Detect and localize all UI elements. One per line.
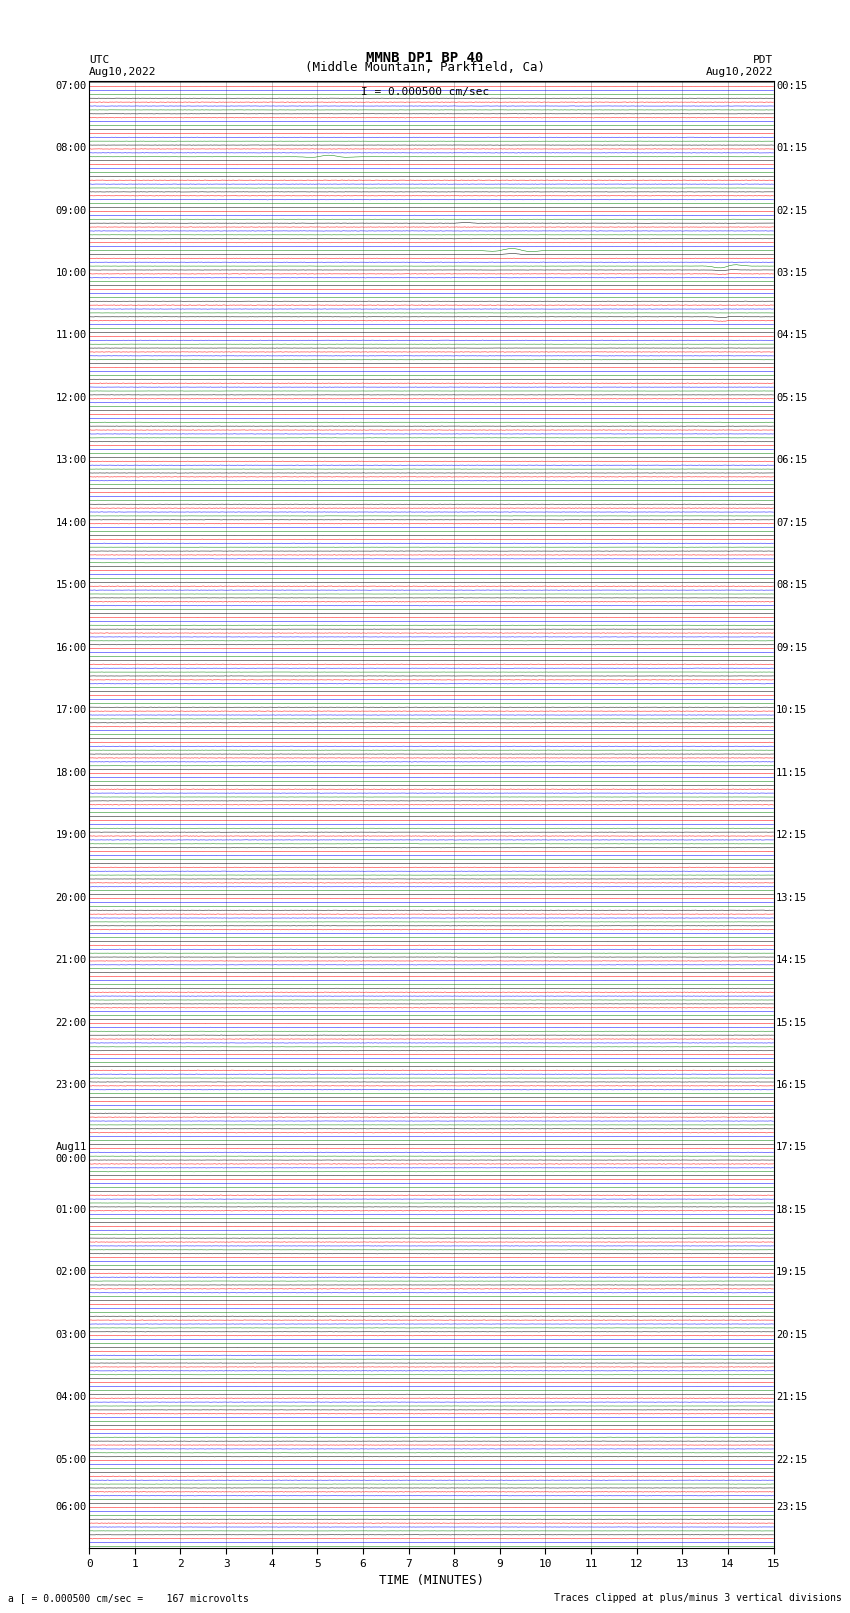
Text: 12:15: 12:15 [776, 831, 808, 840]
Text: 10:00: 10:00 [55, 268, 87, 277]
Text: 06:00: 06:00 [55, 1502, 87, 1511]
Text: 06:15: 06:15 [776, 455, 808, 466]
Text: 16:15: 16:15 [776, 1081, 808, 1090]
Text: 19:15: 19:15 [776, 1268, 808, 1277]
Text: 03:15: 03:15 [776, 268, 808, 277]
Text: 13:15: 13:15 [776, 892, 808, 903]
Text: UTC: UTC [89, 55, 110, 65]
Text: 14:00: 14:00 [55, 518, 87, 527]
Text: (Middle Mountain, Parkfield, Ca): (Middle Mountain, Parkfield, Ca) [305, 61, 545, 74]
Text: 09:15: 09:15 [776, 644, 808, 653]
Text: 05:00: 05:00 [55, 1455, 87, 1465]
Text: 19:00: 19:00 [55, 831, 87, 840]
Text: 11:00: 11:00 [55, 331, 87, 340]
Text: Aug11
00:00: Aug11 00:00 [55, 1142, 87, 1165]
Text: Traces clipped at plus/minus 3 vertical divisions: Traces clipped at plus/minus 3 vertical … [553, 1594, 842, 1603]
Text: 07:15: 07:15 [776, 518, 808, 527]
Text: I = 0.000500 cm/sec: I = 0.000500 cm/sec [361, 87, 489, 97]
Text: Aug10,2022: Aug10,2022 [706, 68, 774, 77]
Text: 20:15: 20:15 [776, 1329, 808, 1340]
Text: 03:00: 03:00 [55, 1329, 87, 1340]
X-axis label: TIME (MINUTES): TIME (MINUTES) [379, 1574, 484, 1587]
Text: 01:00: 01:00 [55, 1205, 87, 1215]
Text: 09:00: 09:00 [55, 205, 87, 216]
Text: 04:15: 04:15 [776, 331, 808, 340]
Text: 05:15: 05:15 [776, 394, 808, 403]
Text: 18:00: 18:00 [55, 768, 87, 777]
Text: 21:00: 21:00 [55, 955, 87, 965]
Text: 08:00: 08:00 [55, 144, 87, 153]
Text: 22:15: 22:15 [776, 1455, 808, 1465]
Text: 07:00: 07:00 [55, 81, 87, 90]
Text: 21:15: 21:15 [776, 1392, 808, 1402]
Text: 14:15: 14:15 [776, 955, 808, 965]
Text: 17:15: 17:15 [776, 1142, 808, 1152]
Text: 22:00: 22:00 [55, 1018, 87, 1027]
Text: 15:00: 15:00 [55, 581, 87, 590]
Text: 16:00: 16:00 [55, 644, 87, 653]
Text: 11:15: 11:15 [776, 768, 808, 777]
Text: 15:15: 15:15 [776, 1018, 808, 1027]
Text: 01:15: 01:15 [776, 144, 808, 153]
Text: 02:00: 02:00 [55, 1268, 87, 1277]
Text: MMNB DP1 BP 40: MMNB DP1 BP 40 [366, 50, 484, 65]
Text: Aug10,2022: Aug10,2022 [89, 68, 156, 77]
Text: PDT: PDT [753, 55, 774, 65]
Text: 08:15: 08:15 [776, 581, 808, 590]
Text: 20:00: 20:00 [55, 892, 87, 903]
Text: 17:00: 17:00 [55, 705, 87, 715]
Text: 18:15: 18:15 [776, 1205, 808, 1215]
Text: 13:00: 13:00 [55, 455, 87, 466]
Text: 02:15: 02:15 [776, 205, 808, 216]
Text: 00:15: 00:15 [776, 81, 808, 90]
Text: 10:15: 10:15 [776, 705, 808, 715]
Text: 23:00: 23:00 [55, 1081, 87, 1090]
Text: a [ = 0.000500 cm/sec =    167 microvolts: a [ = 0.000500 cm/sec = 167 microvolts [8, 1594, 249, 1603]
Text: 23:15: 23:15 [776, 1502, 808, 1511]
Text: 12:00: 12:00 [55, 394, 87, 403]
Text: 04:00: 04:00 [55, 1392, 87, 1402]
